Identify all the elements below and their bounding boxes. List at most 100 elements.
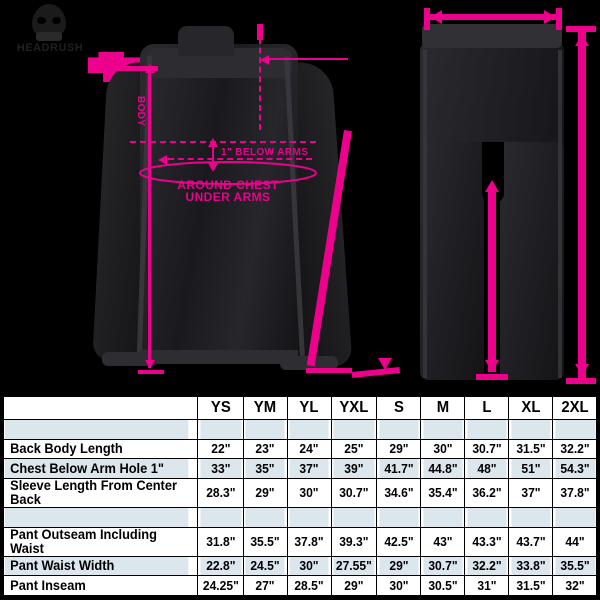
brand-wordmark: HEADRUSH	[16, 42, 84, 54]
column-header-s: S	[377, 396, 420, 420]
pants-left-seam-stripe	[423, 50, 427, 378]
cell: 27.55"	[332, 555, 376, 577]
cell: 29"	[244, 477, 287, 508]
pants-illustration	[412, 24, 572, 382]
cell: 32"	[553, 575, 596, 596]
body-length-bottom-cap	[138, 370, 164, 374]
table-row: Chest Below Arm Hole 1" 33" 35" 37" 39" …	[3, 458, 597, 479]
column-header-yl: YL	[288, 396, 331, 420]
table-header-row: YS YM YL YXL S M L XL 2XL	[3, 396, 597, 420]
cell: 22.8"	[198, 555, 243, 577]
cell: 36.2"	[465, 477, 508, 508]
garment-illustration-area: HEADRUSH BODY	[8, 4, 596, 384]
body-length-label: BODY	[135, 96, 146, 127]
cell: 30.7"	[332, 477, 376, 508]
cell: 42.5"	[377, 526, 420, 557]
cell: 35.4"	[421, 477, 464, 508]
outseam-top-cap	[566, 26, 596, 32]
table-row: Pant Inseam 24.25" 27" 28.5" 29" 30" 30.…	[3, 575, 597, 596]
cell: 22"	[198, 438, 243, 460]
outseam-arrow-top	[575, 34, 589, 46]
chest-width-dashed-line	[168, 158, 312, 160]
cell: 33.8"	[509, 555, 552, 577]
column-header-xl: XL	[509, 396, 552, 420]
waist-width-line	[426, 14, 562, 20]
jacket-collar	[178, 26, 234, 56]
around-chest-label-line2: UNDER ARMS	[185, 190, 271, 204]
column-header-m: M	[421, 396, 464, 420]
body-length-arrow-top	[145, 64, 155, 73]
cell: 43.7"	[509, 526, 552, 557]
cell: 43"	[421, 526, 464, 557]
inseam-bottom-cap	[476, 374, 508, 380]
cell: 41.7"	[377, 458, 420, 479]
cell: 37.8"	[288, 526, 331, 557]
cell: 30.5"	[421, 575, 464, 596]
row-label-pant-waist-width: Pant Waist Width	[3, 555, 189, 577]
cell: 30"	[377, 575, 420, 596]
cell: 31"	[465, 575, 508, 596]
cell: 24.25"	[198, 575, 243, 596]
cell: 30"	[288, 477, 331, 508]
outseam-bottom-cap	[566, 378, 596, 384]
cell: 44"	[553, 526, 596, 557]
cell: 29"	[377, 438, 420, 460]
cell: 28.3"	[198, 477, 243, 508]
body-length-line	[148, 72, 151, 368]
cell: 32.2"	[553, 438, 596, 460]
body-length-arrow-bottom	[145, 360, 155, 369]
around-chest-label-line1: AROUND CHEST	[177, 178, 279, 192]
cell: 35"	[244, 458, 287, 479]
cell: 39.3"	[332, 526, 376, 557]
skull-jaw-icon	[36, 32, 62, 41]
cell: 27"	[244, 575, 287, 596]
column-header-2xl: 2XL	[553, 396, 596, 420]
cell: 54.3"	[553, 458, 596, 479]
cell: 51"	[509, 458, 552, 479]
table-row: Pant Outseam Including Waist 31.8" 35.5"…	[3, 526, 597, 557]
table-corner-cell	[3, 396, 189, 420]
pants-hip	[420, 44, 564, 154]
size-table-container: YS YM YL YXL S M L XL 2XL	[0, 392, 600, 600]
row-label-back-body-length: Back Body Length	[3, 438, 189, 460]
cell: 29"	[377, 555, 420, 577]
cell: 31.5"	[509, 438, 552, 460]
row-label-chest-below-arm-hole: Chest Below Arm Hole 1"	[3, 458, 189, 479]
cell: 30"	[288, 555, 331, 577]
jacket-hem-cap	[306, 368, 352, 373]
cell: 28.5"	[288, 575, 331, 596]
cell: 24"	[288, 438, 331, 460]
shoulder-connector-line	[96, 66, 158, 71]
table-spacer-row-top	[3, 419, 597, 440]
center-back-tick	[257, 24, 263, 40]
cell: 37"	[288, 458, 331, 479]
cell: 44.8"	[421, 458, 464, 479]
waist-width-left-cap	[424, 8, 430, 30]
brand-logo: HEADRUSH	[8, 4, 92, 56]
table-spacer-row-middle	[3, 506, 597, 528]
column-header-yxl: YXL	[332, 396, 376, 420]
table-row: Pant Waist Width 22.8" 24.5" 30" 27.55" …	[3, 555, 597, 577]
cell: 24.5"	[244, 555, 287, 577]
jacket-hem	[140, 350, 298, 364]
row-label-pant-outseam: Pant Outseam Including Waist	[3, 526, 189, 557]
below-arms-arrow-up	[208, 138, 218, 147]
below-arms-arrow-down	[208, 163, 218, 172]
cell: 35.5"	[553, 555, 596, 577]
size-chart-table: YS YM YL YXL S M L XL 2XL	[3, 396, 597, 596]
waist-width-right-cap	[556, 8, 562, 30]
waist-width-arrow-left	[430, 10, 442, 24]
cell: 33"	[198, 458, 243, 479]
column-header-ym: YM	[244, 396, 287, 420]
sleeve-origin-line	[268, 58, 348, 60]
below-arms-label: 1" BELOW ARMS	[221, 147, 309, 158]
cell: 30.7"	[421, 555, 464, 577]
inseam-arrow-bottom	[485, 360, 499, 372]
row-label-sleeve-length: Sleeve Length From Center Back	[3, 477, 189, 508]
cell: 31.5"	[509, 575, 552, 596]
cell: 31.8"	[198, 526, 243, 557]
around-chest-ellipse	[139, 161, 317, 185]
below-arms-line	[212, 145, 214, 167]
cell: 34.6"	[377, 477, 420, 508]
